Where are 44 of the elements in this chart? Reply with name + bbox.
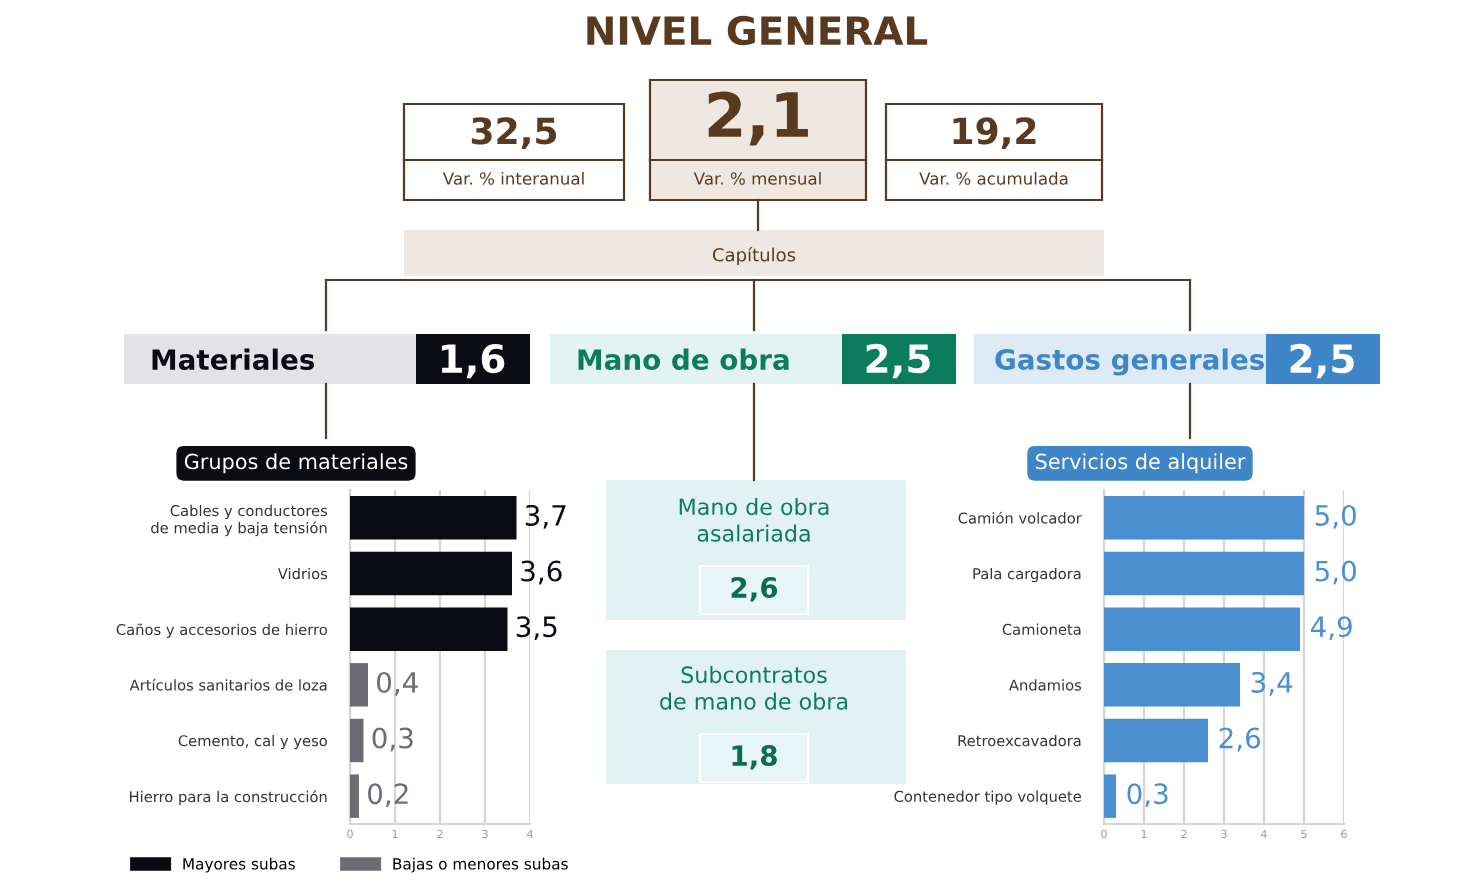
- text: 2,1: [708, 91, 808, 146]
- data-label: 0,3: [1127, 783, 1168, 808]
- text: Var. % mensual: [693, 171, 821, 185]
- text: NIVEL GENERAL: [587, 15, 928, 46]
- data-label: 3,7: [525, 504, 566, 529]
- text: Var. % acumulada: [919, 171, 1068, 185]
- text: Materiales: [152, 348, 315, 371]
- text: Var. % interanual: [442, 171, 584, 185]
- text: Capítulos: [712, 246, 796, 266]
- bar: [1104, 774, 1116, 818]
- data-label: 3,5: [516, 616, 557, 641]
- text: Mano de obra asalariada: [679, 497, 829, 542]
- chart-title: Grupos de materiales: [184, 453, 408, 474]
- bar: [350, 496, 517, 540]
- bar: [350, 774, 359, 818]
- data-label: 2,6: [1219, 727, 1261, 752]
- data-label: 4,9: [1310, 616, 1352, 641]
- bar: [1104, 718, 1208, 763]
- text: 2,6: [731, 577, 778, 602]
- text: 2,5: [1290, 343, 1354, 379]
- text: 19,2: [953, 117, 1036, 150]
- data-label: 0,3: [372, 727, 413, 752]
- data-label: 3,4: [1251, 671, 1293, 696]
- bar: [350, 663, 368, 707]
- text: 32,5: [471, 117, 557, 150]
- bar: [1104, 663, 1240, 707]
- bar: [1104, 607, 1300, 651]
- bar: [350, 551, 512, 596]
- bar: [350, 718, 364, 763]
- bar: [1104, 496, 1304, 540]
- text: Gastos generales: [995, 348, 1264, 376]
- data-label: 5,0: [1315, 560, 1356, 585]
- chart-title: Servicios de alquiler: [1035, 453, 1246, 474]
- text: 1,6: [441, 343, 505, 379]
- data-label: 3,6: [521, 560, 562, 585]
- data-label: 5,0: [1315, 504, 1356, 529]
- text: 1,8: [732, 745, 777, 770]
- bar: [350, 607, 508, 651]
- text: 2,5: [866, 343, 930, 379]
- bar: [1104, 551, 1304, 596]
- text: Mano de obra: [578, 348, 789, 371]
- data-label: 0,4: [377, 671, 418, 696]
- data-label: 0,2: [368, 783, 408, 808]
- text: Subcontratos de mano de obra: [660, 665, 848, 710]
